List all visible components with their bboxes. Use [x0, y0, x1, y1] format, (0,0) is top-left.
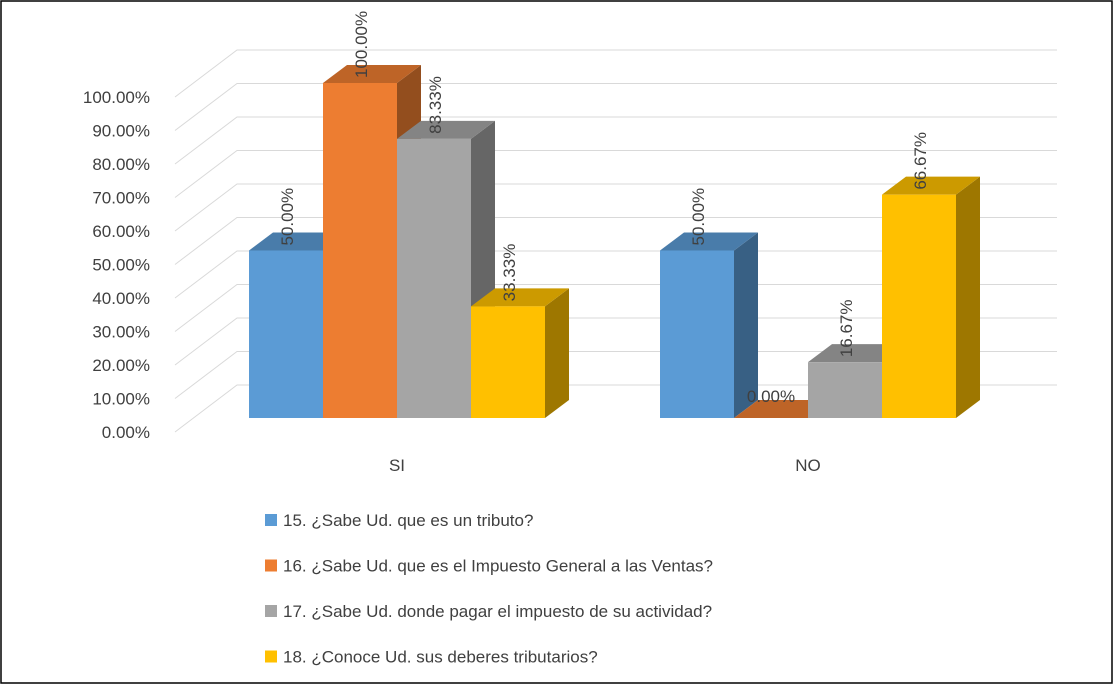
legend-label: 16. ¿Sabe Ud. que es el Impuesto General…: [283, 557, 713, 576]
y-tick-label: 10.00%: [92, 390, 150, 409]
bar-top: [249, 232, 347, 251]
bar-top: [808, 344, 906, 363]
data-label: 16.67%: [837, 299, 856, 357]
bar: [397, 120, 495, 419]
data-label: 50.00%: [278, 188, 297, 246]
grid-line: [174, 317, 1057, 366]
grid-line: [174, 49, 1057, 98]
grid-line: [174, 150, 1057, 198]
bar-front: [249, 250, 323, 418]
bar-front: [882, 194, 956, 418]
bar-top: [660, 232, 758, 251]
data-label: 0.00%: [747, 387, 795, 406]
bar-side: [545, 288, 569, 418]
bar-side: [956, 176, 980, 418]
grid-line: [174, 284, 1057, 332]
y-tick-label: 70.00%: [92, 189, 150, 208]
grid-line: [174, 217, 1057, 265]
x-tick-label: NO: [795, 456, 821, 475]
data-label: 33.33%: [500, 244, 519, 302]
data-label: 83.33%: [426, 76, 445, 134]
y-tick-label: 80.00%: [92, 155, 150, 174]
y-tick-label: 100.00%: [83, 88, 150, 107]
grid-line: [174, 384, 1057, 433]
y-tick-label: 40.00%: [92, 289, 150, 308]
grid-line: [174, 116, 1057, 165]
bar-front: [471, 306, 545, 418]
legend-label: 18. ¿Conoce Ud. sus deberes tributarios?: [283, 648, 598, 667]
y-tick-label: 20.00%: [92, 356, 150, 375]
grid-line: [174, 83, 1057, 131]
bar-front: [397, 138, 471, 419]
bar-top: [734, 400, 832, 418]
y-tick-label: 50.00%: [92, 256, 150, 275]
x-tick-label: SI: [389, 456, 405, 475]
y-tick-label: 90.00%: [92, 122, 150, 141]
y-tick-label: 30.00%: [92, 323, 150, 342]
bar-side: [734, 232, 758, 418]
bar: [734, 400, 832, 418]
legend-swatch: [265, 605, 277, 617]
y-tick-label: 0.00%: [102, 423, 150, 442]
bar-top: [882, 176, 980, 195]
bar: [471, 288, 569, 418]
bar-front: [660, 250, 734, 418]
legend-label: 17. ¿Sabe Ud. donde pagar el impuesto de…: [283, 602, 712, 621]
data-label: 66.67%: [911, 132, 930, 190]
bar: [660, 232, 758, 418]
y-tick-label: 60.00%: [92, 222, 150, 241]
bar-top: [397, 120, 495, 139]
data-label: 100.00%: [352, 11, 371, 78]
grid-line: [174, 250, 1057, 299]
legend-swatch: [265, 650, 277, 663]
bar-front: [808, 362, 882, 418]
legend-label: 15. ¿Sabe Ud. que es un tributo?: [283, 511, 533, 530]
legend-swatch: [265, 559, 277, 572]
bar-top: [323, 65, 421, 83]
bar-top: [471, 288, 569, 307]
legend-swatch: [265, 514, 277, 526]
data-label: 50.00%: [689, 188, 708, 246]
bar: [882, 176, 980, 418]
grid-line: [174, 183, 1057, 232]
grid-line: [174, 351, 1057, 399]
bar-front: [323, 83, 397, 418]
